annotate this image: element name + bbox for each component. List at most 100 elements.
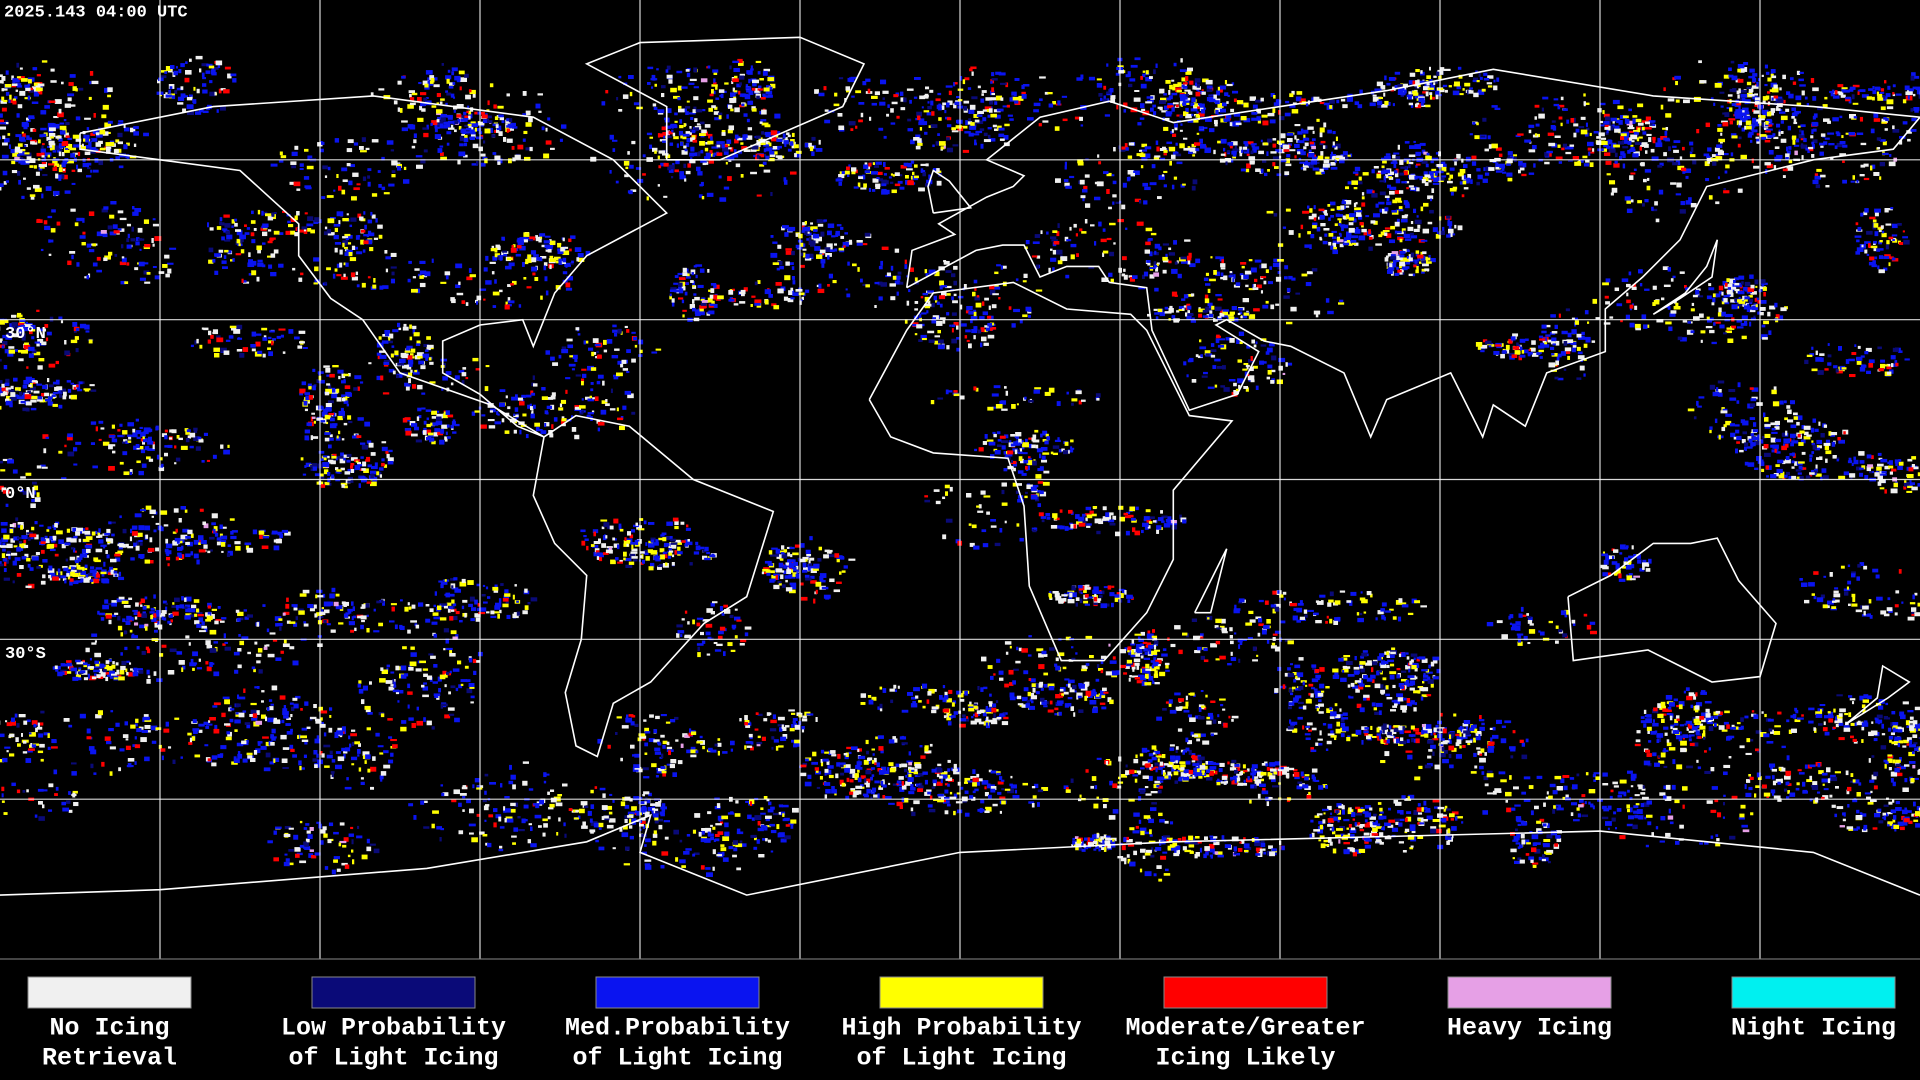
icing-pixel bbox=[1485, 340, 1492, 345]
icing-pixel bbox=[414, 369, 418, 373]
icing-pixel bbox=[1323, 159, 1330, 164]
icing-pixel bbox=[346, 163, 351, 167]
icing-pixel bbox=[56, 145, 64, 149]
icing-pixel bbox=[532, 272, 536, 276]
icing-pixel bbox=[251, 270, 257, 276]
icing-pixel bbox=[16, 113, 20, 118]
icing-pixel bbox=[938, 103, 942, 107]
icing-pixel bbox=[1495, 344, 1502, 347]
icing-pixel bbox=[862, 243, 868, 246]
icing-pixel bbox=[1665, 113, 1672, 118]
icing-pixel bbox=[16, 85, 23, 88]
icing-pixel bbox=[1886, 106, 1894, 110]
icing-pixel bbox=[195, 55, 203, 60]
icing-pixel bbox=[1052, 101, 1057, 105]
icing-pixel bbox=[1320, 223, 1326, 227]
icing-pixel bbox=[795, 289, 803, 292]
icing-pixel bbox=[1748, 295, 1753, 298]
icing-pixel bbox=[813, 233, 816, 239]
icing-pixel bbox=[628, 75, 634, 80]
icing-pixel bbox=[1491, 344, 1495, 347]
icing-pixel bbox=[1202, 126, 1208, 129]
icing-pixel bbox=[236, 238, 241, 244]
icing-pixel bbox=[1768, 330, 1772, 335]
icing-pixel bbox=[1146, 260, 1151, 263]
icing-pixel bbox=[1515, 134, 1521, 138]
icing-pixel bbox=[1693, 316, 1700, 321]
icing-pixel bbox=[891, 101, 898, 105]
icing-pixel bbox=[44, 105, 50, 109]
icing-pixel bbox=[1081, 231, 1087, 234]
icing-pixel bbox=[700, 78, 708, 83]
icing-pixel bbox=[1209, 87, 1214, 91]
icing-pixel bbox=[26, 117, 29, 121]
icing-pixel bbox=[1336, 237, 1340, 241]
icing-pixel bbox=[201, 63, 209, 67]
icing-pixel bbox=[1308, 215, 1315, 220]
icing-pixel bbox=[1437, 166, 1445, 169]
icing-pixel bbox=[977, 110, 984, 115]
icing-pixel bbox=[1742, 107, 1749, 112]
icing-pixel bbox=[679, 109, 683, 112]
icing-pixel bbox=[787, 298, 794, 303]
icing-pixel bbox=[1275, 99, 1282, 104]
icing-pixel bbox=[987, 134, 991, 139]
icing-pixel bbox=[1185, 312, 1188, 317]
icing-pixel bbox=[1132, 275, 1138, 279]
icing-pixel bbox=[1409, 145, 1415, 149]
icing-pixel bbox=[1413, 228, 1420, 232]
icing-pixel bbox=[75, 88, 78, 92]
icing-pixel bbox=[1263, 280, 1267, 285]
icing-pixel bbox=[757, 280, 761, 284]
icing-pixel bbox=[679, 277, 686, 281]
icing-pixel bbox=[1724, 301, 1730, 305]
icing-pixel bbox=[1849, 114, 1856, 119]
icing-pixel bbox=[915, 134, 921, 140]
icing-pixel bbox=[299, 229, 306, 233]
icing-pixel bbox=[1158, 246, 1162, 251]
icing-pixel bbox=[273, 249, 279, 254]
icing-pixel bbox=[417, 97, 422, 102]
icing-pixel bbox=[1567, 146, 1574, 150]
icing-pixel bbox=[1405, 266, 1410, 269]
icing-pixel bbox=[872, 178, 879, 183]
icing-pixel bbox=[823, 219, 827, 222]
icing-pixel bbox=[699, 308, 704, 312]
icing-pixel bbox=[701, 300, 709, 303]
icing-pixel bbox=[1332, 141, 1335, 146]
icing-pixel bbox=[540, 295, 543, 300]
icing-pixel bbox=[47, 122, 55, 128]
icing-pixel bbox=[1187, 313, 1194, 316]
icing-pixel bbox=[818, 283, 822, 289]
icing-pixel bbox=[1874, 86, 1881, 91]
icing-pixel bbox=[251, 239, 256, 244]
icing-pixel bbox=[404, 350, 411, 353]
icing-pixel bbox=[75, 116, 81, 121]
icing-pixel bbox=[1495, 165, 1501, 170]
icing-pixel bbox=[69, 147, 77, 151]
icing-pixel bbox=[1841, 135, 1844, 139]
icing-pixel bbox=[86, 275, 90, 280]
icing-pixel bbox=[406, 355, 413, 360]
icing-pixel bbox=[601, 101, 606, 106]
icing-pixel bbox=[1613, 144, 1620, 148]
icing-pixel bbox=[1396, 218, 1400, 224]
icing-pixel bbox=[463, 142, 468, 147]
icing-pixel bbox=[518, 304, 522, 308]
icing-pixel bbox=[152, 243, 155, 247]
icing-pixel bbox=[1232, 278, 1235, 282]
icing-pixel bbox=[1633, 129, 1639, 132]
icing-pixel bbox=[681, 150, 688, 155]
icing-pixel bbox=[1183, 111, 1187, 117]
icing-pixel bbox=[1047, 92, 1053, 95]
icing-pixel bbox=[1291, 90, 1295, 95]
icing-pixel bbox=[1679, 271, 1685, 274]
icing-pixel bbox=[1237, 312, 1241, 316]
icing-pixel bbox=[1171, 315, 1176, 319]
icing-pixel bbox=[692, 299, 695, 304]
icing-pixel bbox=[1050, 248, 1053, 251]
icing-pixel bbox=[1284, 276, 1288, 280]
icing-pixel bbox=[1518, 355, 1523, 361]
icing-pixel bbox=[1589, 132, 1592, 137]
icing-pixel bbox=[526, 286, 532, 289]
